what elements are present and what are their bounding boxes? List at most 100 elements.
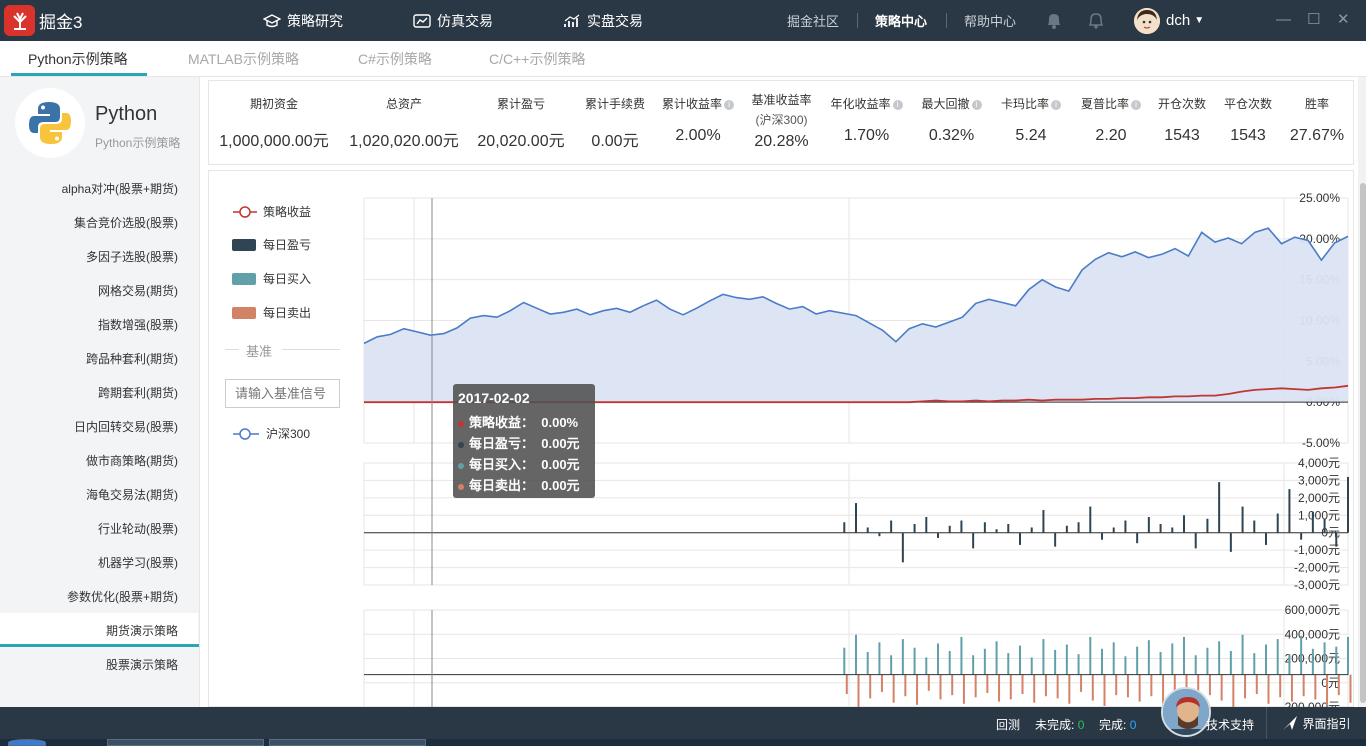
stat-value: 2.20 xyxy=(1095,127,1127,144)
scrollbar-thumb[interactable] xyxy=(1360,183,1366,703)
chart-box-icon xyxy=(413,13,431,28)
y-tick-label: 1,000元 xyxy=(1298,508,1340,522)
legend-strategy[interactable]: 策略收益 xyxy=(232,203,311,220)
legend-daily-buy[interactable]: 每日买入 xyxy=(232,270,311,287)
toplink-community[interactable]: 掘金社区 xyxy=(787,14,840,29)
sidebar-item[interactable]: 行业轮动(股票) xyxy=(98,521,178,536)
sell-bar xyxy=(1056,674,1059,699)
stat-calmar: 卡玛比率 i 5.24 xyxy=(994,81,1068,166)
user-menu[interactable]: dch ▼ xyxy=(1134,6,1204,35)
sidebar-item[interactable]: 集合竞价选股(股票) xyxy=(74,215,178,230)
sidebar-item[interactable]: alpha对冲(股票+期货) xyxy=(61,181,178,196)
pnl-bar xyxy=(1194,532,1197,549)
tooltip-row: 每日买入： 0.00元 xyxy=(458,454,580,473)
y-tick-label: 400,000元 xyxy=(1285,627,1340,641)
active-item-indicator xyxy=(0,644,199,647)
start-button[interactable] xyxy=(8,739,46,746)
taskbar-button[interactable] xyxy=(269,739,426,746)
pnl-bar xyxy=(1288,489,1291,533)
sell-bar xyxy=(892,674,895,703)
stat-label: 平仓次数 xyxy=(1223,97,1272,111)
unfinished-count: 未完成: 0 xyxy=(1035,716,1084,733)
os-taskbar xyxy=(0,739,1366,746)
buy-bar xyxy=(1218,641,1221,675)
ui-guide-button[interactable]: 界面指引 xyxy=(1266,707,1366,739)
stat-label-wrap: 累计收益率 i xyxy=(657,95,739,112)
buy-bar xyxy=(1347,636,1349,675)
sidebar-item[interactable]: 日内回转交易(股票) xyxy=(74,419,178,434)
buy-bar xyxy=(960,636,963,675)
nav-live-trading[interactable]: 实盘交易 xyxy=(563,0,643,41)
buy-bar xyxy=(1241,634,1244,675)
info-icon[interactable]: i xyxy=(971,99,982,110)
bell-icon[interactable] xyxy=(1044,10,1064,30)
sidebar-item[interactable]: 跨品种套利(期货) xyxy=(86,351,178,366)
toplink-strategy-center[interactable]: 策略中心 xyxy=(875,14,928,29)
buy-bar xyxy=(1136,646,1139,675)
buy-bar xyxy=(1276,639,1279,675)
nav-strategy-research[interactable]: 策略研究 xyxy=(263,0,343,41)
close-icon[interactable]: ✕ xyxy=(1337,11,1350,28)
app-logo[interactable]: 掘金3 xyxy=(4,4,82,36)
stat-value: 1,020,020.00元 xyxy=(349,133,459,150)
pnl-bar xyxy=(1276,513,1279,533)
sidebar-item-active[interactable]: 期货演示策略 xyxy=(0,613,198,647)
sidebar-item[interactable]: 多因子选股(股票) xyxy=(86,249,178,264)
bell-outline-icon[interactable] xyxy=(1086,10,1106,30)
pnl-bar xyxy=(1042,510,1045,533)
stat-label: 年化收益率 xyxy=(830,97,891,111)
benchmark-input[interactable] xyxy=(225,379,340,408)
tab-csharp[interactable]: C#示例策略 xyxy=(358,51,432,67)
stat-open-count: 开仓次数 1543 xyxy=(1154,81,1210,166)
pnl-bar xyxy=(925,517,928,533)
sidebar-item[interactable]: 网格交易(期货) xyxy=(98,283,178,298)
legend-daily-pnl[interactable]: 每日盈亏 xyxy=(232,236,311,253)
stat-label: 卡玛比率 xyxy=(1000,97,1049,111)
sell-bar xyxy=(1173,674,1176,693)
buy-bar xyxy=(1042,639,1045,675)
sidebar-item[interactable]: 指数增强(股票) xyxy=(98,317,178,332)
legend-daily-sell[interactable]: 每日卖出 xyxy=(232,304,311,321)
tab-cpp[interactable]: C/C++示例策略 xyxy=(489,51,586,67)
sell-bar xyxy=(1197,674,1200,703)
active-tab-indicator xyxy=(11,73,147,76)
sidebar-item[interactable]: 参数优化(股票+期货) xyxy=(66,589,178,604)
maximize-icon[interactable]: ☐ xyxy=(1307,11,1321,28)
tab-python[interactable]: Python示例策略 xyxy=(28,51,128,67)
buy-bar xyxy=(1311,648,1314,675)
minimize-icon[interactable]: — xyxy=(1276,11,1291,28)
support-avatar[interactable] xyxy=(1161,687,1211,737)
info-icon[interactable]: i xyxy=(724,99,734,110)
toplink-help-center[interactable]: 帮助中心 xyxy=(964,14,1017,29)
buy-bar xyxy=(1194,655,1197,675)
legend-label: 每日卖出 xyxy=(263,306,312,320)
legend-swatch xyxy=(232,272,256,285)
stat-annual-return: 年化收益率 i 1.70% xyxy=(824,81,909,166)
sidebar-item[interactable]: 机器学习(股票) xyxy=(98,555,178,570)
sidebar-item[interactable]: 做市商策略(期货) xyxy=(86,453,178,468)
top-bar: 掘金3 策略研究 仿真交易 实盘交易 掘金社区 策略中心 帮助中心 dch ▼ … xyxy=(0,0,1366,41)
sidebar-item[interactable]: 跨期套利(期货) xyxy=(98,385,178,400)
pnl-bar xyxy=(1065,525,1068,533)
pnl-bar xyxy=(983,522,986,533)
sidebar-item[interactable]: 海龟交易法(期货) xyxy=(86,487,178,502)
backtest-label[interactable]: 回测 xyxy=(996,718,1021,732)
sell-bar xyxy=(916,674,919,705)
info-icon[interactable]: i xyxy=(1051,99,1061,110)
logo-tree-icon xyxy=(4,4,35,36)
stat-value: 20,020.00元 xyxy=(477,133,565,150)
tech-support-button[interactable]: 技术支持 xyxy=(1206,718,1255,732)
info-icon[interactable]: i xyxy=(1131,99,1141,110)
info-icon[interactable]: i xyxy=(892,99,903,110)
y-tick-label: 4,000元 xyxy=(1298,456,1340,470)
stat-label: 累计盈亏 xyxy=(496,97,545,111)
tab-matlab[interactable]: MATLAB示例策略 xyxy=(188,51,299,67)
sidebar-item[interactable]: 股票演示策略 xyxy=(105,657,178,672)
nav-sim-trading[interactable]: 仿真交易 xyxy=(413,0,493,41)
buy-bar xyxy=(1229,650,1232,675)
divider xyxy=(282,349,340,350)
legend-benchmark[interactable]: 沪深300 xyxy=(232,425,310,442)
sell-bar xyxy=(1267,674,1270,704)
taskbar-button[interactable] xyxy=(107,739,264,746)
